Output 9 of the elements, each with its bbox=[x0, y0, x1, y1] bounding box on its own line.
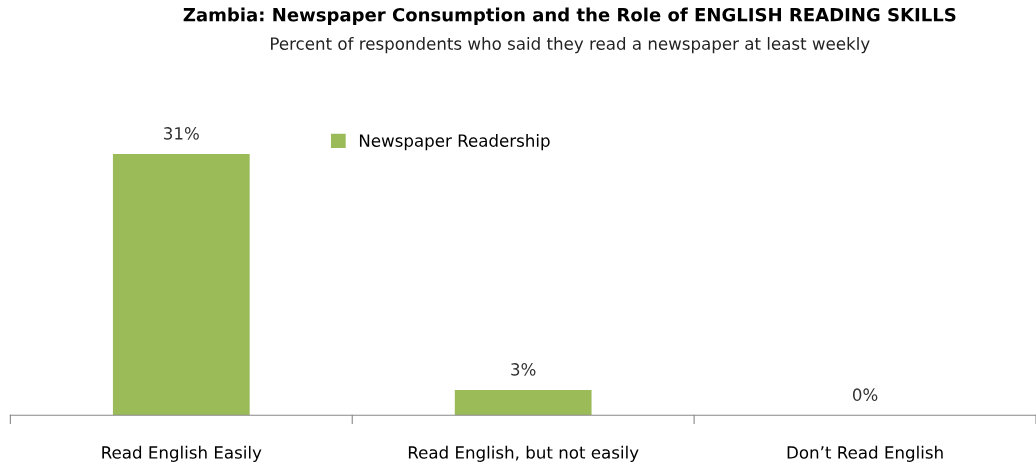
x-tick-label: Read English Easily bbox=[102, 445, 262, 462]
x-tick-label: Read English, but not easily bbox=[408, 445, 639, 462]
legend-label: Newspaper Readership bbox=[359, 134, 550, 151]
data-label: 3% bbox=[511, 363, 536, 376]
chart-title: Zambia: Newspaper Consumption and the Role of ENGLISH READING SKILLS bbox=[183, 7, 956, 26]
data-label: 31% bbox=[164, 127, 199, 140]
data-label: 0% bbox=[852, 388, 878, 401]
chart-subtitle: Percent of respondents who said they read a newspaper at least weekly bbox=[271, 37, 870, 54]
x-tick-label: Don’t Read English bbox=[787, 445, 943, 462]
